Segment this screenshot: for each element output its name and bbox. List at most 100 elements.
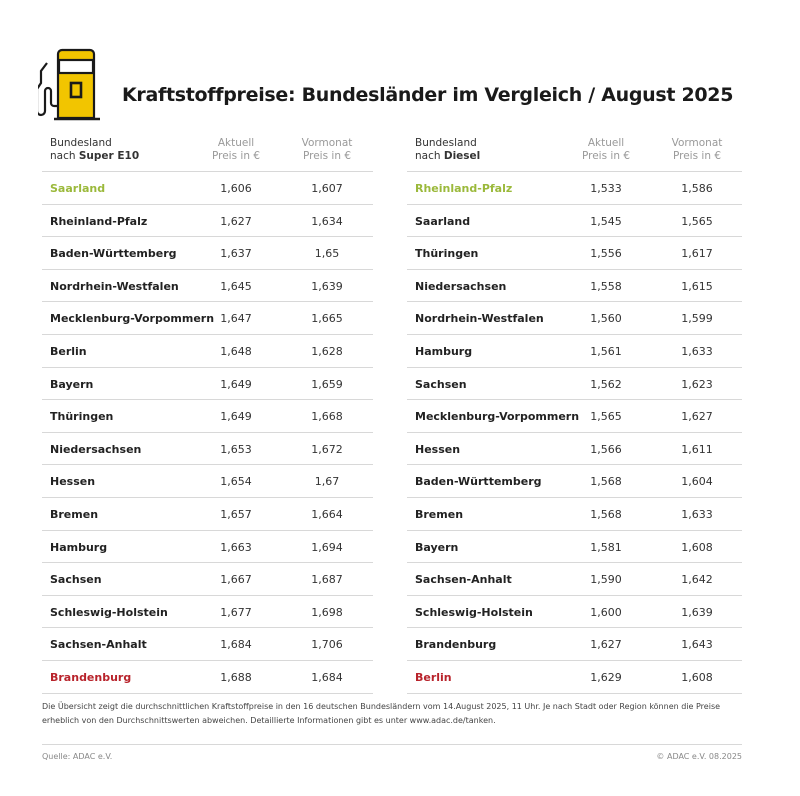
current-price: 1,677 xyxy=(220,605,252,619)
table-row: Mecklenburg-Vorpommern 1,565 1,627 xyxy=(407,400,742,433)
previous-price: 1,643 xyxy=(681,638,713,652)
footnote: Die Übersicht zeigt die durchschnittlich… xyxy=(42,702,721,725)
previous-price: 1,565 xyxy=(681,214,713,228)
table-row: Baden-Württemberg 1,637 1,65 xyxy=(42,237,373,270)
super-e10-table: Bundesland nach Super E10 Aktuell Preis in… xyxy=(42,137,373,694)
state-name: Brandenburg xyxy=(415,638,497,652)
previous-price: 1,642 xyxy=(681,573,713,587)
state-name: Rheinland-Pfalz xyxy=(50,214,148,228)
state-name: Bayern xyxy=(415,540,459,554)
previous-price: 1,684 xyxy=(311,670,343,684)
table-row: Niedersachsen 1,653 1,672 xyxy=(42,433,373,466)
current-price: 1,663 xyxy=(220,540,252,554)
current-price: 1,667 xyxy=(220,573,252,587)
state-name: Baden-Württemberg xyxy=(50,247,177,261)
header-label: Bundesland xyxy=(50,137,112,149)
state-name: Mecklenburg-Vorpommern xyxy=(415,410,580,424)
previous-price: 1,687 xyxy=(311,573,343,587)
previous-price: 1,604 xyxy=(681,475,713,489)
table-row: Hessen 1,654 1,67 xyxy=(42,465,373,498)
current-price: 1,653 xyxy=(220,442,252,456)
header-label: Vormonat xyxy=(671,137,723,149)
table-row: Rheinland-Pfalz 1,627 1,634 xyxy=(42,205,373,238)
state-name: Baden-Württemberg xyxy=(415,475,542,489)
table-row: Brandenburg 1,627 1,643 xyxy=(407,628,742,661)
state-name: Sachsen xyxy=(415,377,467,391)
previous-price: 1,668 xyxy=(311,410,343,424)
divider xyxy=(42,744,742,745)
table-row: Hamburg 1,561 1,633 xyxy=(407,335,742,368)
state-name: Thüringen xyxy=(415,247,479,261)
previous-price: 1,623 xyxy=(681,377,713,391)
state-name: Sachsen-Anhalt xyxy=(50,638,147,652)
current-price: 1,684 xyxy=(220,638,252,652)
table-row: Bremen 1,657 1,664 xyxy=(42,498,373,531)
previous-price: 1,634 xyxy=(311,214,343,228)
previous-price: 1,633 xyxy=(681,507,713,521)
current-price: 1,657 xyxy=(220,507,252,521)
header-label: Preis in € xyxy=(211,150,260,162)
current-price: 1,627 xyxy=(220,214,252,228)
page-title: Kraftstoffpreise: Bundesländer im Vergle… xyxy=(122,84,734,106)
previous-price: 1,611 xyxy=(681,442,713,456)
header-label: Preis in € xyxy=(302,150,351,162)
table-header: Bundesland nach Diesel Aktuell Preis in € … xyxy=(407,137,742,172)
current-price: 1,637 xyxy=(220,247,252,261)
previous-price: 1,639 xyxy=(681,605,713,619)
state-name: Bremen xyxy=(415,507,464,521)
header-label: Preis in € xyxy=(672,150,721,162)
header-label: Aktuell xyxy=(217,137,255,149)
state-name: Schleswig-Holstein xyxy=(415,605,533,619)
previous-price: 1,628 xyxy=(311,344,343,358)
table-row: Nordrhein-Westfalen 1,645 1,639 xyxy=(42,270,373,303)
table-row: Saarland 1,606 1,607 xyxy=(42,172,373,205)
state-name: Berlin xyxy=(50,344,87,358)
header-label: nach xyxy=(50,150,79,162)
previous-price: 1,586 xyxy=(681,182,713,195)
column-header-previous: Vormonat Preis in € xyxy=(282,137,372,163)
table-row: Baden-Württemberg 1,568 1,604 xyxy=(407,465,742,498)
state-name: Saarland xyxy=(50,182,106,195)
table-row: Berlin 1,648 1,628 xyxy=(42,335,373,368)
current-price: 1,556 xyxy=(590,247,622,261)
source: Quelle: ADAC e.V. xyxy=(42,752,113,761)
current-price: 1,600 xyxy=(590,605,622,619)
copyright: © ADAC e.V. 08.2025 xyxy=(656,752,742,761)
column-header-state: Bundesland nach Diesel xyxy=(415,137,480,163)
current-price: 1,645 xyxy=(220,279,252,293)
previous-price: 1,617 xyxy=(681,247,713,261)
state-name: Sachsen-Anhalt xyxy=(415,573,512,587)
previous-price: 1,627 xyxy=(681,410,713,424)
table-row: Schleswig-Holstein 1,600 1,639 xyxy=(407,596,742,629)
current-price: 1,649 xyxy=(220,410,252,424)
state-name: Saarland xyxy=(415,214,471,228)
previous-price: 1,67 xyxy=(314,475,340,489)
table-row: Niedersachsen 1,558 1,615 xyxy=(407,270,742,303)
table-header: Bundesland nach Super E10 Aktuell Preis in… xyxy=(42,137,373,172)
previous-price: 1,698 xyxy=(311,605,343,619)
current-price: 1,568 xyxy=(590,507,622,521)
column-header-current: Aktuell Preis in € xyxy=(191,137,281,163)
state-name: Bayern xyxy=(50,377,94,391)
table-row: Hessen 1,566 1,611 xyxy=(407,433,742,466)
state-name: Rheinland-Pfalz xyxy=(415,182,513,195)
state-name: Nordrhein-Westfalen xyxy=(50,279,179,293)
current-price: 1,568 xyxy=(590,475,622,489)
previous-price: 1,607 xyxy=(311,182,343,195)
fuel-type: Diesel xyxy=(443,150,481,162)
column-header-previous: Vormonat Preis in € xyxy=(652,137,742,163)
current-price: 1,590 xyxy=(590,573,622,587)
state-name: Schleswig-Holstein xyxy=(50,605,168,619)
header-label: Bundesland xyxy=(415,137,477,149)
previous-price: 1,665 xyxy=(311,312,343,326)
state-name: Niedersachsen xyxy=(415,279,507,293)
table-row: Sachsen 1,562 1,623 xyxy=(407,368,742,401)
current-price: 1,566 xyxy=(590,442,622,456)
current-price: 1,648 xyxy=(220,344,252,358)
current-price: 1,606 xyxy=(220,182,252,195)
previous-price: 1,599 xyxy=(681,312,713,326)
previous-price: 1,672 xyxy=(311,442,343,456)
table-row: Nordrhein-Westfalen 1,560 1,599 xyxy=(407,302,742,335)
table-row: Thüringen 1,556 1,617 xyxy=(407,237,742,270)
table-row: Bayern 1,649 1,659 xyxy=(42,368,373,401)
